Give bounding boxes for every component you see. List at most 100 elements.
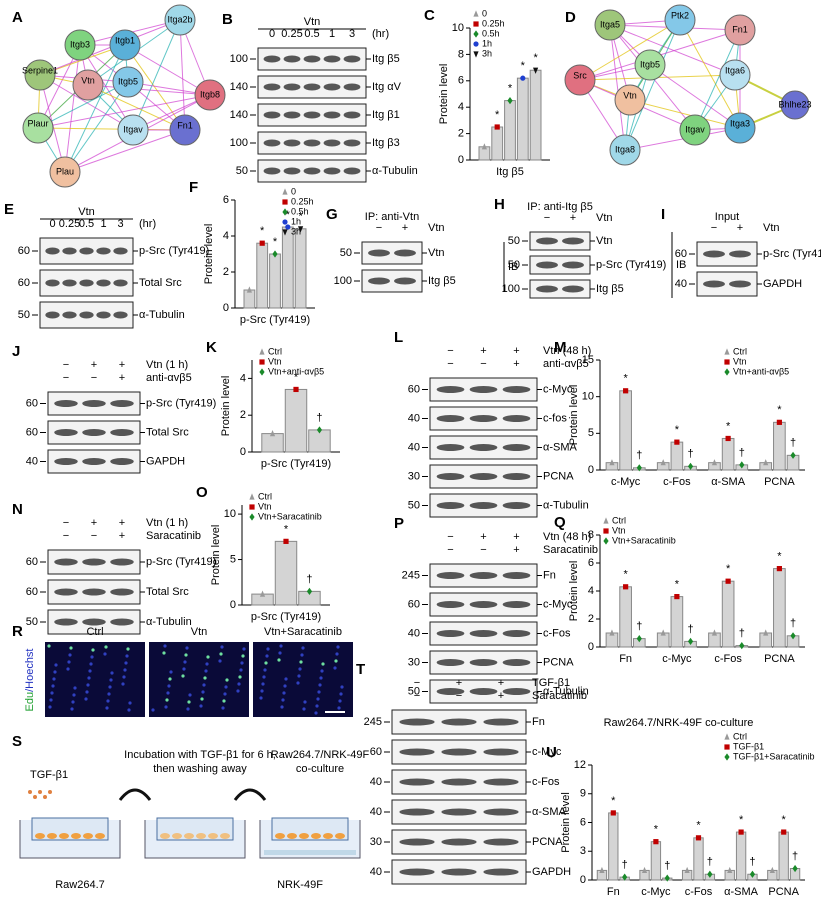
nucleus (168, 677, 172, 681)
band (394, 249, 416, 257)
sign: + (456, 677, 462, 689)
cell (35, 833, 45, 839)
legend-label: Vtn+anti-αvβ5 (268, 366, 324, 376)
node-label: Itgb5 (640, 59, 660, 69)
significance: † (687, 623, 693, 635)
band (441, 778, 477, 786)
row-label: Itg αV (372, 81, 402, 93)
nucleus (86, 683, 90, 687)
edge (649, 64, 741, 129)
lane-label: 1 (329, 28, 335, 40)
band (323, 111, 341, 119)
significance: † (790, 437, 796, 449)
nucleus (164, 705, 168, 709)
nucleus (317, 690, 321, 694)
sign: − (91, 530, 97, 542)
bar (693, 837, 704, 881)
mw-label: 60 (675, 248, 687, 260)
band (323, 167, 341, 175)
nucleus (105, 706, 109, 710)
node-label: Itgav (685, 124, 705, 134)
marker (285, 224, 291, 230)
bar (516, 77, 529, 161)
node-label: Itgb8 (200, 89, 220, 99)
row-label: PCNA (543, 656, 574, 668)
condition-label: Vtn (428, 222, 445, 234)
y-tick-label: 0 (240, 446, 246, 458)
band (263, 55, 281, 63)
nucleus (185, 646, 189, 650)
band (54, 618, 78, 626)
nucleus (321, 662, 325, 666)
stain-label: Edu/Hoechst (24, 649, 36, 712)
marker (695, 835, 702, 841)
lane-label: 0 (49, 218, 55, 230)
nucleus (334, 659, 338, 663)
band (110, 429, 134, 436)
side-label: IB (508, 261, 518, 273)
significance: * (533, 52, 538, 64)
x-tick-label: c-Fos (685, 886, 713, 898)
cell (172, 833, 182, 839)
node-label: Itga8 (615, 144, 635, 154)
sign: + (91, 517, 97, 529)
band (110, 458, 134, 465)
significance: † (739, 628, 745, 640)
edge (624, 19, 681, 151)
band (536, 261, 558, 269)
row-label: PCNA (543, 470, 574, 482)
edge (87, 84, 211, 96)
marker (623, 388, 629, 394)
nucleus (184, 653, 188, 657)
marker (664, 874, 670, 882)
sign: + (402, 222, 408, 234)
panel-label: B (222, 11, 233, 28)
bar (274, 540, 298, 606)
band (113, 279, 128, 287)
significance: * (521, 60, 526, 72)
marker (660, 629, 666, 636)
nucleus (49, 698, 53, 702)
condition-label: TGF-β1 (532, 677, 570, 689)
nucleus (336, 645, 340, 649)
band (343, 83, 361, 91)
band (469, 444, 498, 451)
stimulus: TGF-β1 (30, 769, 68, 781)
node (664, 4, 696, 36)
marker (724, 744, 730, 750)
edge (64, 44, 126, 173)
band (79, 247, 94, 255)
bar (619, 390, 632, 471)
y-tick-label: 0 (223, 302, 229, 314)
y-tick-label: 0 (588, 641, 594, 653)
band (62, 279, 77, 287)
band (703, 250, 725, 258)
marker (776, 566, 782, 572)
sign: − (447, 531, 453, 543)
condition-label: Saracatinib (532, 690, 587, 702)
row-label: GAPDH (146, 455, 185, 467)
marker (724, 753, 730, 761)
node (49, 156, 81, 188)
row-label: p-Src (Tyr419) (146, 556, 216, 568)
band (54, 558, 78, 566)
nucleus (51, 684, 55, 688)
unit: (hr) (372, 28, 389, 40)
mw-label: 60 (18, 277, 30, 289)
panel-label: Q (554, 514, 566, 531)
panel-label: I (661, 206, 665, 223)
band (343, 111, 361, 119)
nucleus (121, 682, 125, 686)
legend-label: Ctrl (612, 515, 626, 525)
nucleus (223, 692, 227, 696)
legend-label: Vtn+Saracatinib (612, 535, 676, 545)
band (483, 808, 519, 816)
lane-label: 0.5 (304, 28, 319, 40)
mw-label: 40 (408, 441, 420, 453)
band (469, 688, 498, 695)
band (562, 237, 584, 245)
band (113, 311, 128, 319)
edge (124, 44, 186, 131)
band (283, 111, 301, 119)
edge (179, 19, 186, 131)
